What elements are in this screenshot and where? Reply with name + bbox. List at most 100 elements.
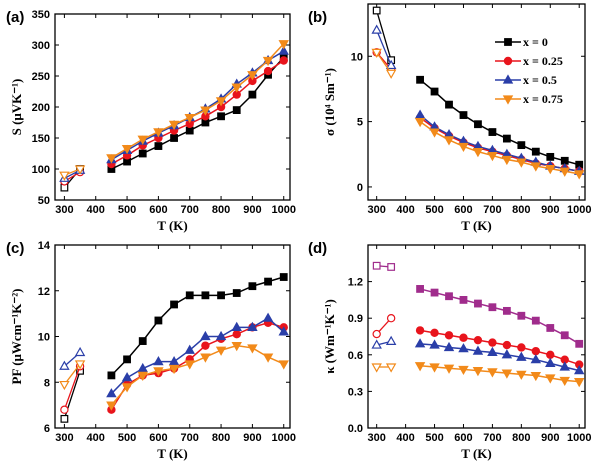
series-line: [419, 117, 580, 172]
series-x0-5: [59, 45, 289, 182]
data-point: [530, 354, 542, 364]
data-point: [168, 356, 180, 366]
data-point: [414, 362, 426, 372]
y-axis-label: κ (Wm⁻¹K⁻¹): [322, 299, 337, 374]
data-point-open: [60, 405, 69, 414]
legend-label: x = 0: [523, 35, 548, 49]
y-tick-label: 250: [32, 71, 50, 83]
data-point: [247, 344, 258, 354]
data-point: [573, 365, 585, 375]
data-point: [559, 361, 570, 371]
panel-d: 300 400 500 600 700 800 900 1000 0.0 0.3 0.6 0.9 1.2…: [308, 240, 591, 461]
data-point: [201, 341, 210, 350]
x-tick-label: 400: [87, 204, 105, 216]
data-point: [137, 371, 148, 382]
x-tick-label: 300: [55, 204, 73, 216]
series-x0-5: [59, 312, 289, 398]
data-point-open: [385, 363, 397, 373]
x-tick-label: 600: [149, 432, 167, 444]
series-line: [420, 365, 580, 383]
y-tick-label: 100: [32, 164, 50, 176]
data-point: [278, 45, 289, 55]
data-point: [201, 291, 210, 300]
data-point-open: [385, 69, 397, 79]
data-point: [200, 106, 211, 116]
data-point: [573, 378, 585, 388]
data-point-open: [60, 414, 69, 423]
x-tick-label: 1000: [567, 432, 591, 444]
panel-label: (d): [308, 240, 327, 257]
x-tick-label: 900: [541, 204, 559, 216]
y-axis-label: S (μVK⁻¹): [9, 79, 24, 136]
data-point: [474, 120, 482, 129]
data-point: [501, 155, 513, 166]
data-point: [153, 356, 164, 366]
legend-marker: [504, 38, 512, 46]
data-point: [445, 100, 453, 109]
data-point: [185, 126, 194, 135]
x-tick-label: 400: [396, 204, 414, 216]
data-point: [415, 326, 425, 335]
series-line: [111, 50, 285, 161]
data-point: [517, 343, 526, 352]
series-x0-75: [59, 40, 289, 181]
plot-frame: [367, 244, 586, 429]
data-point: [184, 360, 195, 370]
y-tick-label: 10: [38, 332, 50, 344]
data-point-open: [59, 171, 70, 181]
data-point: [517, 311, 526, 320]
y-tick-label: 12: [38, 286, 50, 298]
data-point: [154, 142, 163, 150]
series-line: [419, 120, 580, 175]
data-point: [138, 149, 147, 158]
data-point: [545, 374, 556, 384]
data-point: [575, 339, 584, 348]
panel-label: (b): [308, 9, 327, 26]
data-point: [444, 331, 454, 340]
data-point: [231, 83, 242, 93]
series-line: [419, 114, 580, 172]
x-axis-label: T (K): [157, 446, 187, 461]
data-point: [458, 142, 469, 153]
data-point: [200, 330, 211, 341]
data-point: [560, 331, 569, 340]
series-line: [419, 329, 580, 366]
x-axis-label: T (K): [461, 218, 491, 233]
data-point: [215, 330, 227, 341]
y-tick-label: 0.3: [348, 386, 363, 398]
x-tick-label: 600: [149, 204, 167, 216]
data-point: [185, 291, 194, 300]
data-point: [416, 75, 424, 84]
data-point: [502, 340, 512, 350]
x-tick-label: 500: [118, 432, 136, 444]
y-tick-label: 0.6: [348, 350, 363, 362]
data-point: [262, 56, 274, 67]
series-line: [110, 321, 284, 411]
y-axis-label: PF (μWcm⁻¹K⁻²): [9, 289, 24, 385]
data-point: [487, 368, 498, 378]
data-point: [279, 56, 288, 65]
x-tick-label: 500: [425, 204, 443, 216]
data-point: [414, 117, 426, 128]
data-point: [184, 344, 195, 354]
data-point: [231, 321, 242, 331]
data-point: [153, 367, 164, 377]
series-line: [110, 317, 285, 395]
series-x0: [372, 6, 584, 169]
data-point: [416, 285, 424, 293]
data-point: [429, 128, 440, 138]
data-point: [429, 339, 440, 349]
series-x0-75: [59, 342, 289, 411]
plot-frame: [54, 13, 291, 201]
data-point: [232, 330, 241, 339]
data-point: [516, 158, 527, 168]
data-point: [430, 288, 439, 297]
data-point: [546, 324, 555, 332]
data-point: [231, 342, 242, 352]
x-tick-label: 900: [541, 432, 559, 444]
data-point: [184, 113, 195, 124]
data-point-open: [59, 380, 70, 391]
data-point: [472, 345, 484, 355]
series-x0: [372, 261, 584, 348]
